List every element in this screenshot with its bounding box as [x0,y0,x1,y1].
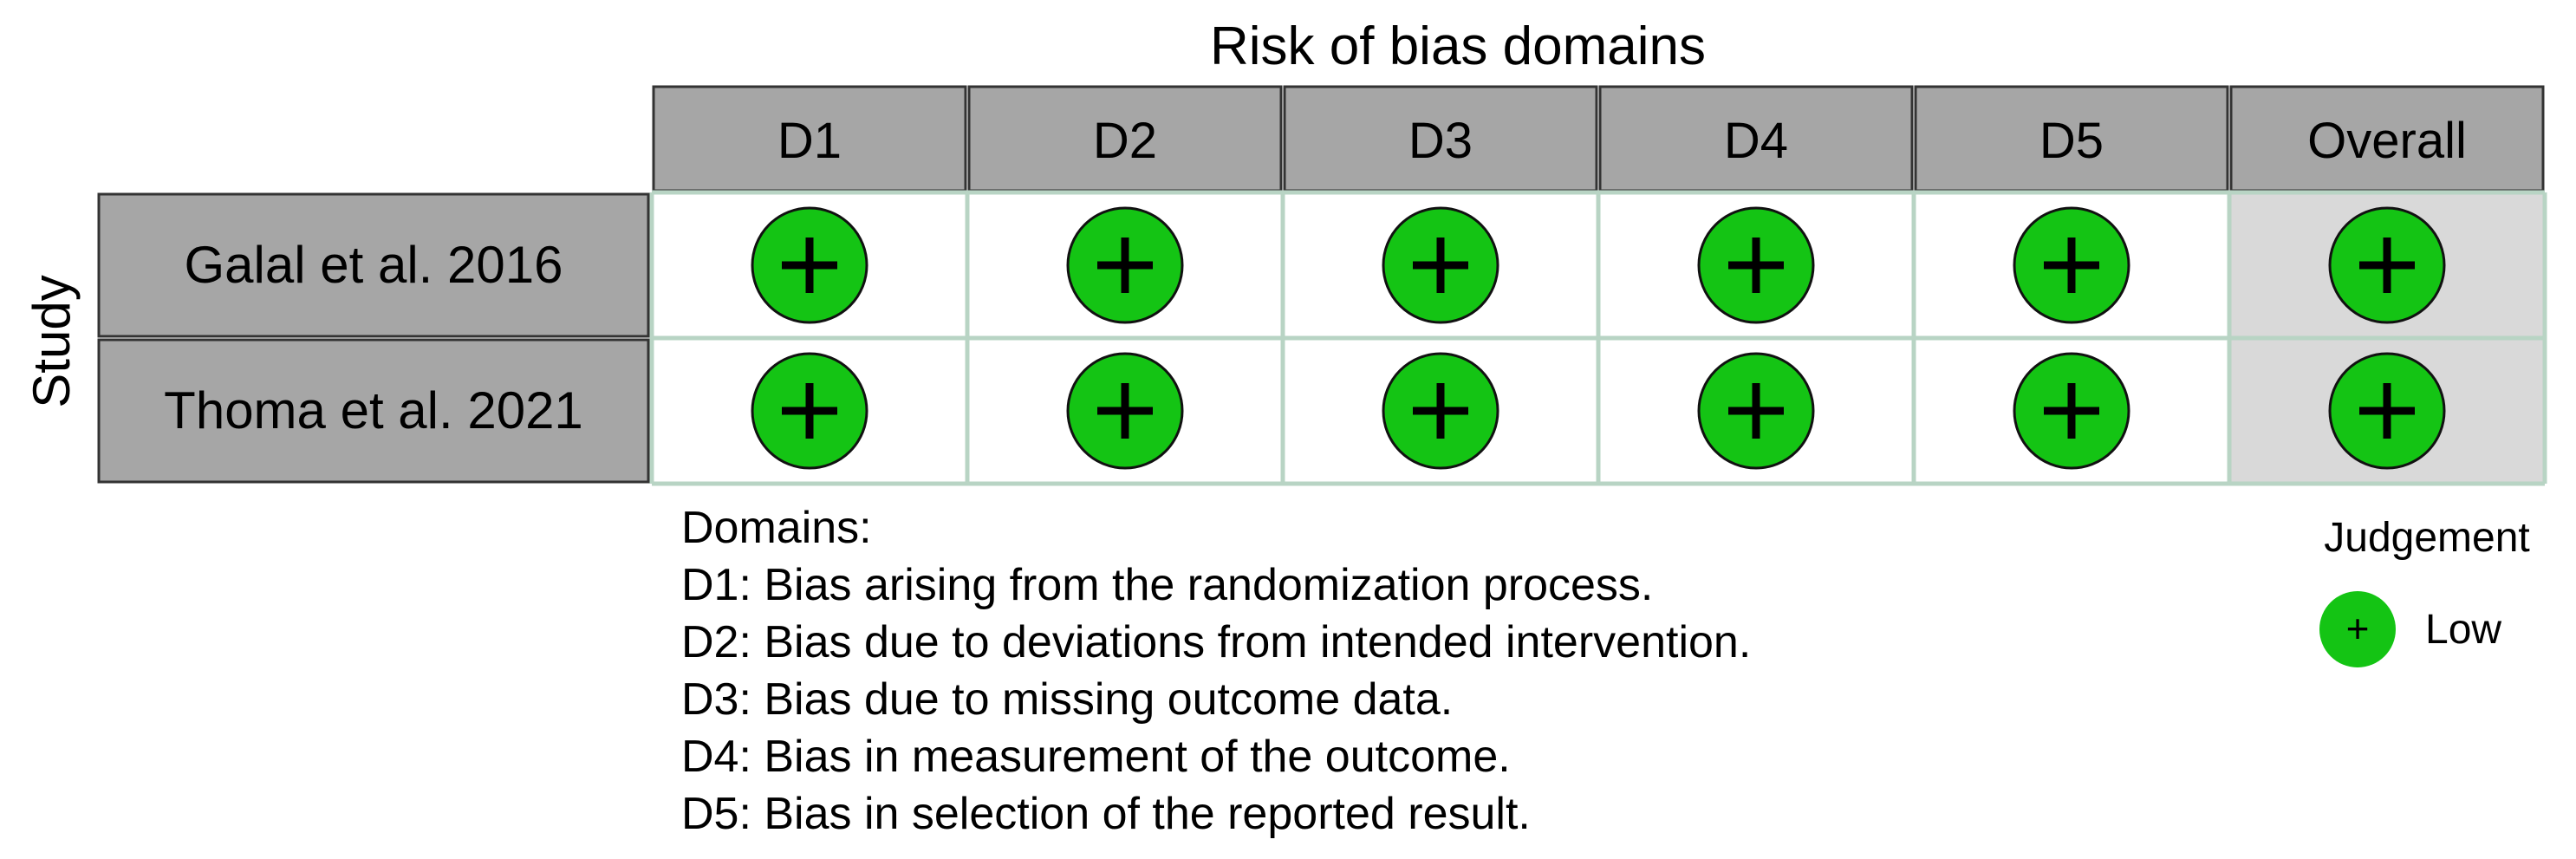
plus-icon-bar [1436,383,1445,439]
plus-icon-bar [2067,383,2076,439]
judgement-cells: + + + + + + + + + + + + [649,190,2547,486]
domain-description: D5: Bias in selection of the reported re… [681,789,1531,839]
plus-icon-bar [1121,238,1129,293]
low-risk-marker: + [2328,206,2446,324]
y-axis-label: Study [23,275,81,407]
low-risk-marker: + [1382,352,1499,470]
domain-description: D2: Bias due to deviations from intended… [681,617,1751,667]
column-header-label: D1 [777,113,842,169]
domain-description: D1: Bias arising from the randomization … [681,560,1653,610]
legend-symbol: + [2346,606,2370,651]
column-header-label: D5 [2039,113,2104,169]
low-risk-marker: + [1697,352,1815,470]
study-rows: Galal et al. 2016 Thoma et al. 2021 [97,192,650,484]
plus-icon-bar [1752,238,1760,293]
legend-low-icon [2319,591,2396,667]
plus-icon-bar [805,383,814,439]
column-header-label: D4 [1724,113,1788,169]
column-header-d2 [967,85,1283,192]
low-risk-marker: + [1066,352,1184,470]
judgement-legend: Judgement + Low [2319,515,2530,667]
plus-icon-bar [1752,383,1760,439]
study-label-cell [97,338,650,484]
domain-description: D4: Bias in measurement of the outcome. [681,732,1511,782]
plus-icon-bar [2067,238,2076,293]
column-header-d1 [652,85,967,192]
low-risk-marker: + [2013,352,2130,470]
low-risk-marker: + [1066,206,1184,324]
study-name: Galal et al. 2016 [185,236,563,294]
low-risk-marker: + [2013,206,2130,324]
plus-icon-bar [805,238,814,293]
plus-icon-bar [1436,238,1445,293]
low-risk-marker: + [2328,352,2446,470]
legend-title: Judgement [2324,515,2530,561]
column-header-label: Overall [2307,113,2467,169]
domain-description: D3: Bias due to missing outcome data. [681,674,1453,725]
legend-label: Low [2425,607,2501,653]
low-risk-marker: + [751,352,868,470]
figure-title: Risk of bias domains [1210,16,1706,76]
plus-icon-bar [2383,238,2391,293]
low-risk-marker: + [751,206,868,324]
domains-key: Domains: D1: Bias arising from the rando… [681,503,1751,839]
low-risk-marker: + [1382,206,1499,324]
column-header-label: D3 [1408,113,1473,169]
study-name: Thoma et al. 2021 [164,381,583,439]
column-header-overall [2229,85,2545,192]
low-risk-marker: + [1697,206,1815,324]
plus-icon-bar [2383,383,2391,439]
domains-heading: Domains: [681,503,872,553]
column-header-d3 [1283,85,1598,192]
study-label-cell [97,192,650,338]
column-header-d4 [1598,85,1914,192]
column-headers: D1 D2 D3 D4 D5 Overall [652,85,2545,192]
plus-icon-bar [1121,383,1129,439]
column-header-label: D2 [1093,113,1157,169]
